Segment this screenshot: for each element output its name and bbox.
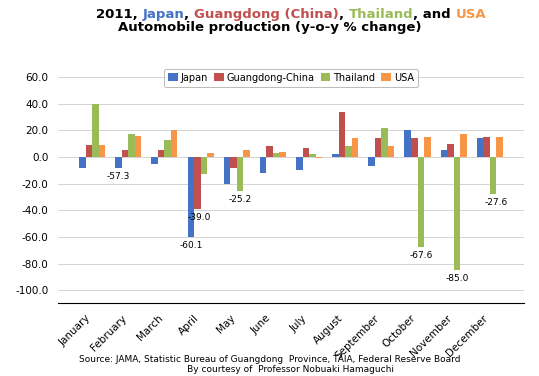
Text: -60.1: -60.1 <box>179 241 203 250</box>
Bar <box>483 137 490 157</box>
Bar <box>237 157 243 191</box>
Bar <box>404 130 411 157</box>
Bar <box>309 155 315 157</box>
Bar <box>207 153 213 157</box>
Text: -57.3: -57.3 <box>107 172 130 181</box>
Bar <box>477 138 483 157</box>
Bar <box>99 145 105 157</box>
Bar <box>188 157 194 237</box>
Text: Japan: Japan <box>142 8 184 21</box>
Bar <box>122 150 128 157</box>
Bar <box>441 150 447 157</box>
Bar <box>418 157 424 247</box>
Bar <box>135 136 141 157</box>
Bar <box>352 138 358 157</box>
Bar <box>296 157 302 170</box>
Text: , and: , and <box>413 8 455 21</box>
Bar <box>496 137 503 157</box>
Bar <box>273 153 279 157</box>
Text: -39.0: -39.0 <box>188 213 211 222</box>
Bar <box>460 135 467 157</box>
Bar <box>171 130 177 157</box>
Bar <box>302 148 309 157</box>
Bar <box>86 145 92 157</box>
Text: USA: USA <box>455 8 486 21</box>
Text: -27.6: -27.6 <box>485 198 508 207</box>
Bar <box>279 152 286 157</box>
Bar <box>388 146 395 157</box>
Text: Thailand: Thailand <box>348 8 413 21</box>
Bar <box>490 157 496 194</box>
Bar <box>315 157 322 158</box>
Bar <box>230 157 237 168</box>
Bar <box>79 157 86 168</box>
Bar <box>194 157 201 209</box>
Bar <box>368 157 375 166</box>
Text: ,: , <box>338 8 348 21</box>
Text: -67.6: -67.6 <box>409 251 432 260</box>
Bar <box>128 135 135 157</box>
Bar <box>164 140 171 157</box>
Text: -85.0: -85.0 <box>445 274 468 283</box>
Bar <box>382 128 388 157</box>
Bar <box>201 157 207 174</box>
Bar <box>424 137 431 157</box>
Bar <box>345 146 352 157</box>
Bar <box>411 138 418 157</box>
Text: ,: , <box>184 8 194 21</box>
Legend: Japan, Guangdong-China, Thailand, USA: Japan, Guangdong-China, Thailand, USA <box>164 69 418 86</box>
Bar <box>266 146 273 157</box>
Text: -25.2: -25.2 <box>229 195 252 203</box>
Bar <box>260 157 266 173</box>
Bar <box>375 138 382 157</box>
Bar <box>158 150 164 157</box>
Text: 2011,: 2011, <box>96 8 142 21</box>
Bar <box>243 150 250 157</box>
Text: Automobile production (y-o-y % change): Automobile production (y-o-y % change) <box>118 21 421 35</box>
Bar <box>338 112 345 157</box>
Bar <box>454 157 460 270</box>
Bar <box>224 157 230 183</box>
Bar <box>92 104 99 157</box>
Bar <box>332 155 338 157</box>
Text: Source: JAMA, Statistic Bureau of Guangdong  Province, TAIA, Federal Reserve Boa: Source: JAMA, Statistic Bureau of Guangd… <box>79 355 460 374</box>
Bar <box>151 157 158 164</box>
Bar <box>115 157 122 168</box>
Bar <box>447 144 454 157</box>
Text: Guangdong (China): Guangdong (China) <box>194 8 338 21</box>
